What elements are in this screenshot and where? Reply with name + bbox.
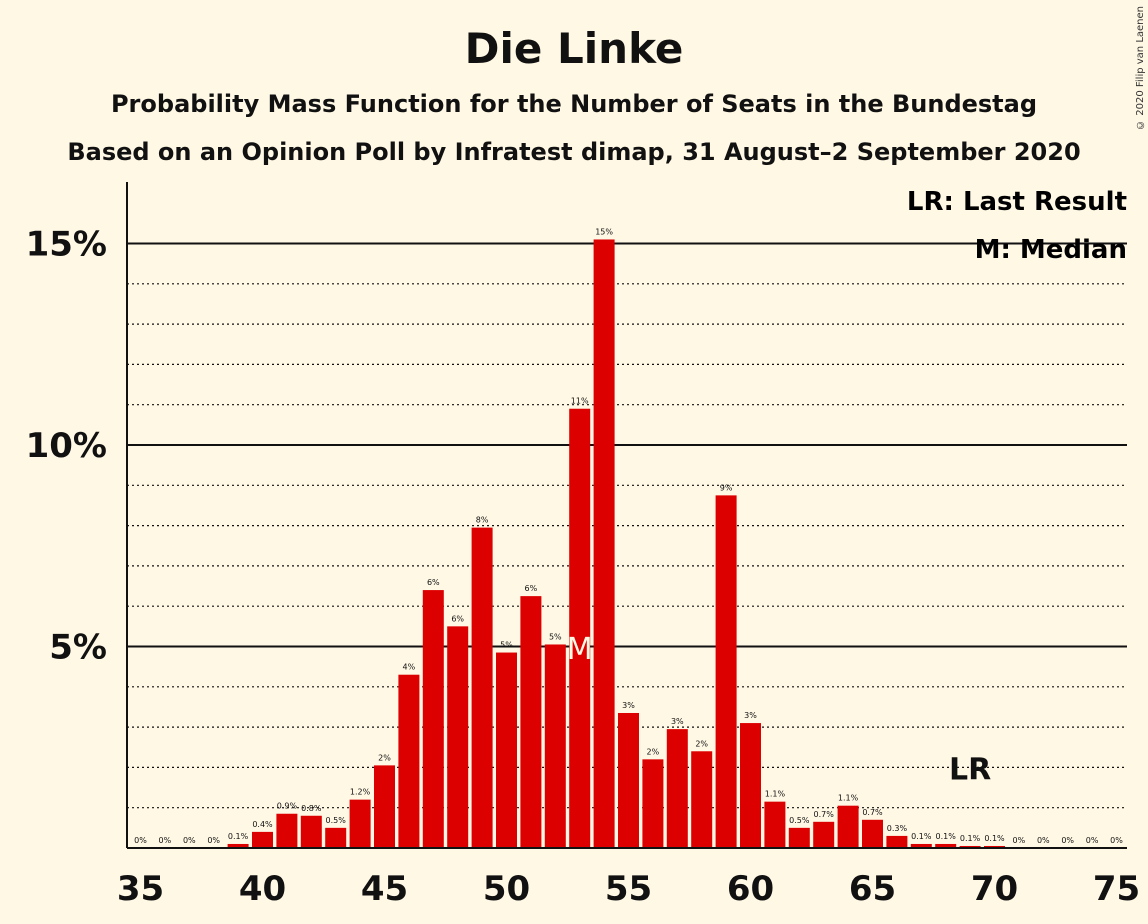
data-label-65: 0.7% [862, 808, 883, 817]
data-label-74: 0% [1086, 836, 1099, 845]
x-tick-label: 50 [483, 869, 530, 909]
bar-48 [447, 626, 469, 848]
bar-42 [300, 815, 322, 848]
bar-61 [764, 801, 786, 848]
legend-last-result: LR: Last Result [907, 187, 1127, 217]
bar-67 [910, 843, 932, 848]
bar-47 [422, 590, 444, 848]
data-label-60: 3% [744, 711, 757, 720]
x-tick-label: 35 [117, 869, 164, 909]
bar-60 [740, 723, 761, 848]
data-label-57: 3% [671, 717, 684, 726]
data-label-70: 0.1% [984, 834, 1005, 843]
data-label-43: 0.5% [326, 816, 347, 825]
data-label-64: 1.1% [838, 794, 859, 803]
x-tick-label: 75 [1093, 869, 1140, 909]
data-label-38: 0% [207, 836, 220, 845]
y-tick-label: 15% [26, 225, 107, 265]
data-label-69: 0.1% [960, 834, 981, 843]
x-tick-label: 65 [849, 869, 896, 909]
chart-subtitle-poll: Based on an Opinion Poll by Infratest di… [67, 138, 1081, 166]
chart-title: Die Linke [464, 24, 684, 73]
data-label-55: 3% [622, 701, 635, 710]
bar-49 [471, 527, 493, 848]
y-tick-label: 5% [49, 628, 107, 668]
data-label-35: 0% [134, 836, 147, 845]
data-label-39: 0.1% [228, 832, 249, 841]
bar-55 [618, 712, 639, 848]
data-label-72: 0% [1037, 836, 1050, 845]
data-label-71: 0% [1013, 836, 1026, 845]
data-labels: 0% 0% 0% 0% 0.1%0.4%0.9% 0.8%0.5%1.2%2%4%6%6%… [134, 227, 1123, 845]
bar-58 [691, 751, 713, 848]
legend-median: M: Median [975, 235, 1127, 265]
data-label-59: 9% [720, 483, 733, 492]
data-label-49: 8% [476, 516, 489, 525]
data-label-62: 0.5% [789, 816, 810, 825]
x-tick-label: 40 [239, 869, 286, 909]
bar-57 [666, 729, 688, 848]
bar-39 [227, 843, 249, 848]
bar-44 [349, 799, 371, 848]
x-tick-label: 60 [727, 869, 774, 909]
bar-68 [935, 843, 957, 848]
x-tick-label: 55 [605, 869, 652, 909]
data-label-75: 0% [1110, 836, 1123, 845]
bar-41 [276, 813, 298, 848]
bar-46 [398, 674, 420, 848]
data-label-51: 6% [525, 584, 538, 593]
bar-56 [642, 759, 664, 848]
bar-51 [520, 596, 542, 848]
data-label-68: 0.1% [936, 832, 957, 841]
bar-53 [569, 408, 591, 848]
median-marker: M [567, 632, 593, 667]
data-label-63: 0.7% [814, 810, 835, 819]
bar-45 [374, 765, 395, 848]
data-label-48: 6% [451, 614, 464, 623]
axes: 5% 10% 15% 35 40 45 50 55 60 65 70 75 [26, 182, 1140, 909]
data-label-52: 5% [549, 632, 562, 641]
x-tick-label: 45 [361, 869, 408, 909]
data-label-61: 1.1% [765, 790, 786, 799]
data-label-41: 0.9% [277, 802, 298, 811]
data-label-42: 0.8% [301, 804, 322, 813]
bar-54 [593, 239, 615, 849]
bar-65 [862, 819, 883, 848]
data-label-50: 5% [500, 641, 513, 650]
bar-59 [715, 495, 737, 848]
data-label-44: 1.2% [350, 788, 371, 797]
bar-64 [837, 805, 859, 848]
bar-40 [252, 831, 273, 848]
bar-50 [496, 652, 517, 848]
data-label-54: 15% [595, 227, 613, 236]
data-label-66: 0.3% [887, 824, 908, 833]
bar-70 [984, 845, 1005, 848]
data-label-36: 0% [159, 836, 172, 845]
data-label-56: 2% [647, 747, 660, 756]
data-label-53: 11% [571, 397, 589, 406]
data-label-40: 0.4% [252, 820, 273, 829]
data-label-73: 0% [1061, 836, 1074, 845]
bar-63 [813, 821, 835, 848]
data-label-45: 2% [378, 753, 391, 762]
bars [227, 239, 1005, 849]
data-label-37: 0% [183, 836, 196, 845]
y-tick-label: 10% [26, 426, 107, 466]
last-result-marker: LR [949, 752, 991, 787]
data-label-47: 6% [427, 578, 440, 587]
bar-52 [544, 644, 566, 848]
bar-66 [886, 835, 908, 848]
data-label-46: 4% [403, 663, 416, 672]
x-tick-label: 70 [971, 869, 1018, 909]
bar-62 [788, 827, 810, 848]
bar-43 [325, 827, 347, 848]
chart-subtitle: Probability Mass Function for the Number… [110, 90, 1038, 118]
data-label-58: 2% [695, 739, 708, 748]
bar-69 [959, 845, 981, 848]
data-label-67: 0.1% [911, 832, 932, 841]
